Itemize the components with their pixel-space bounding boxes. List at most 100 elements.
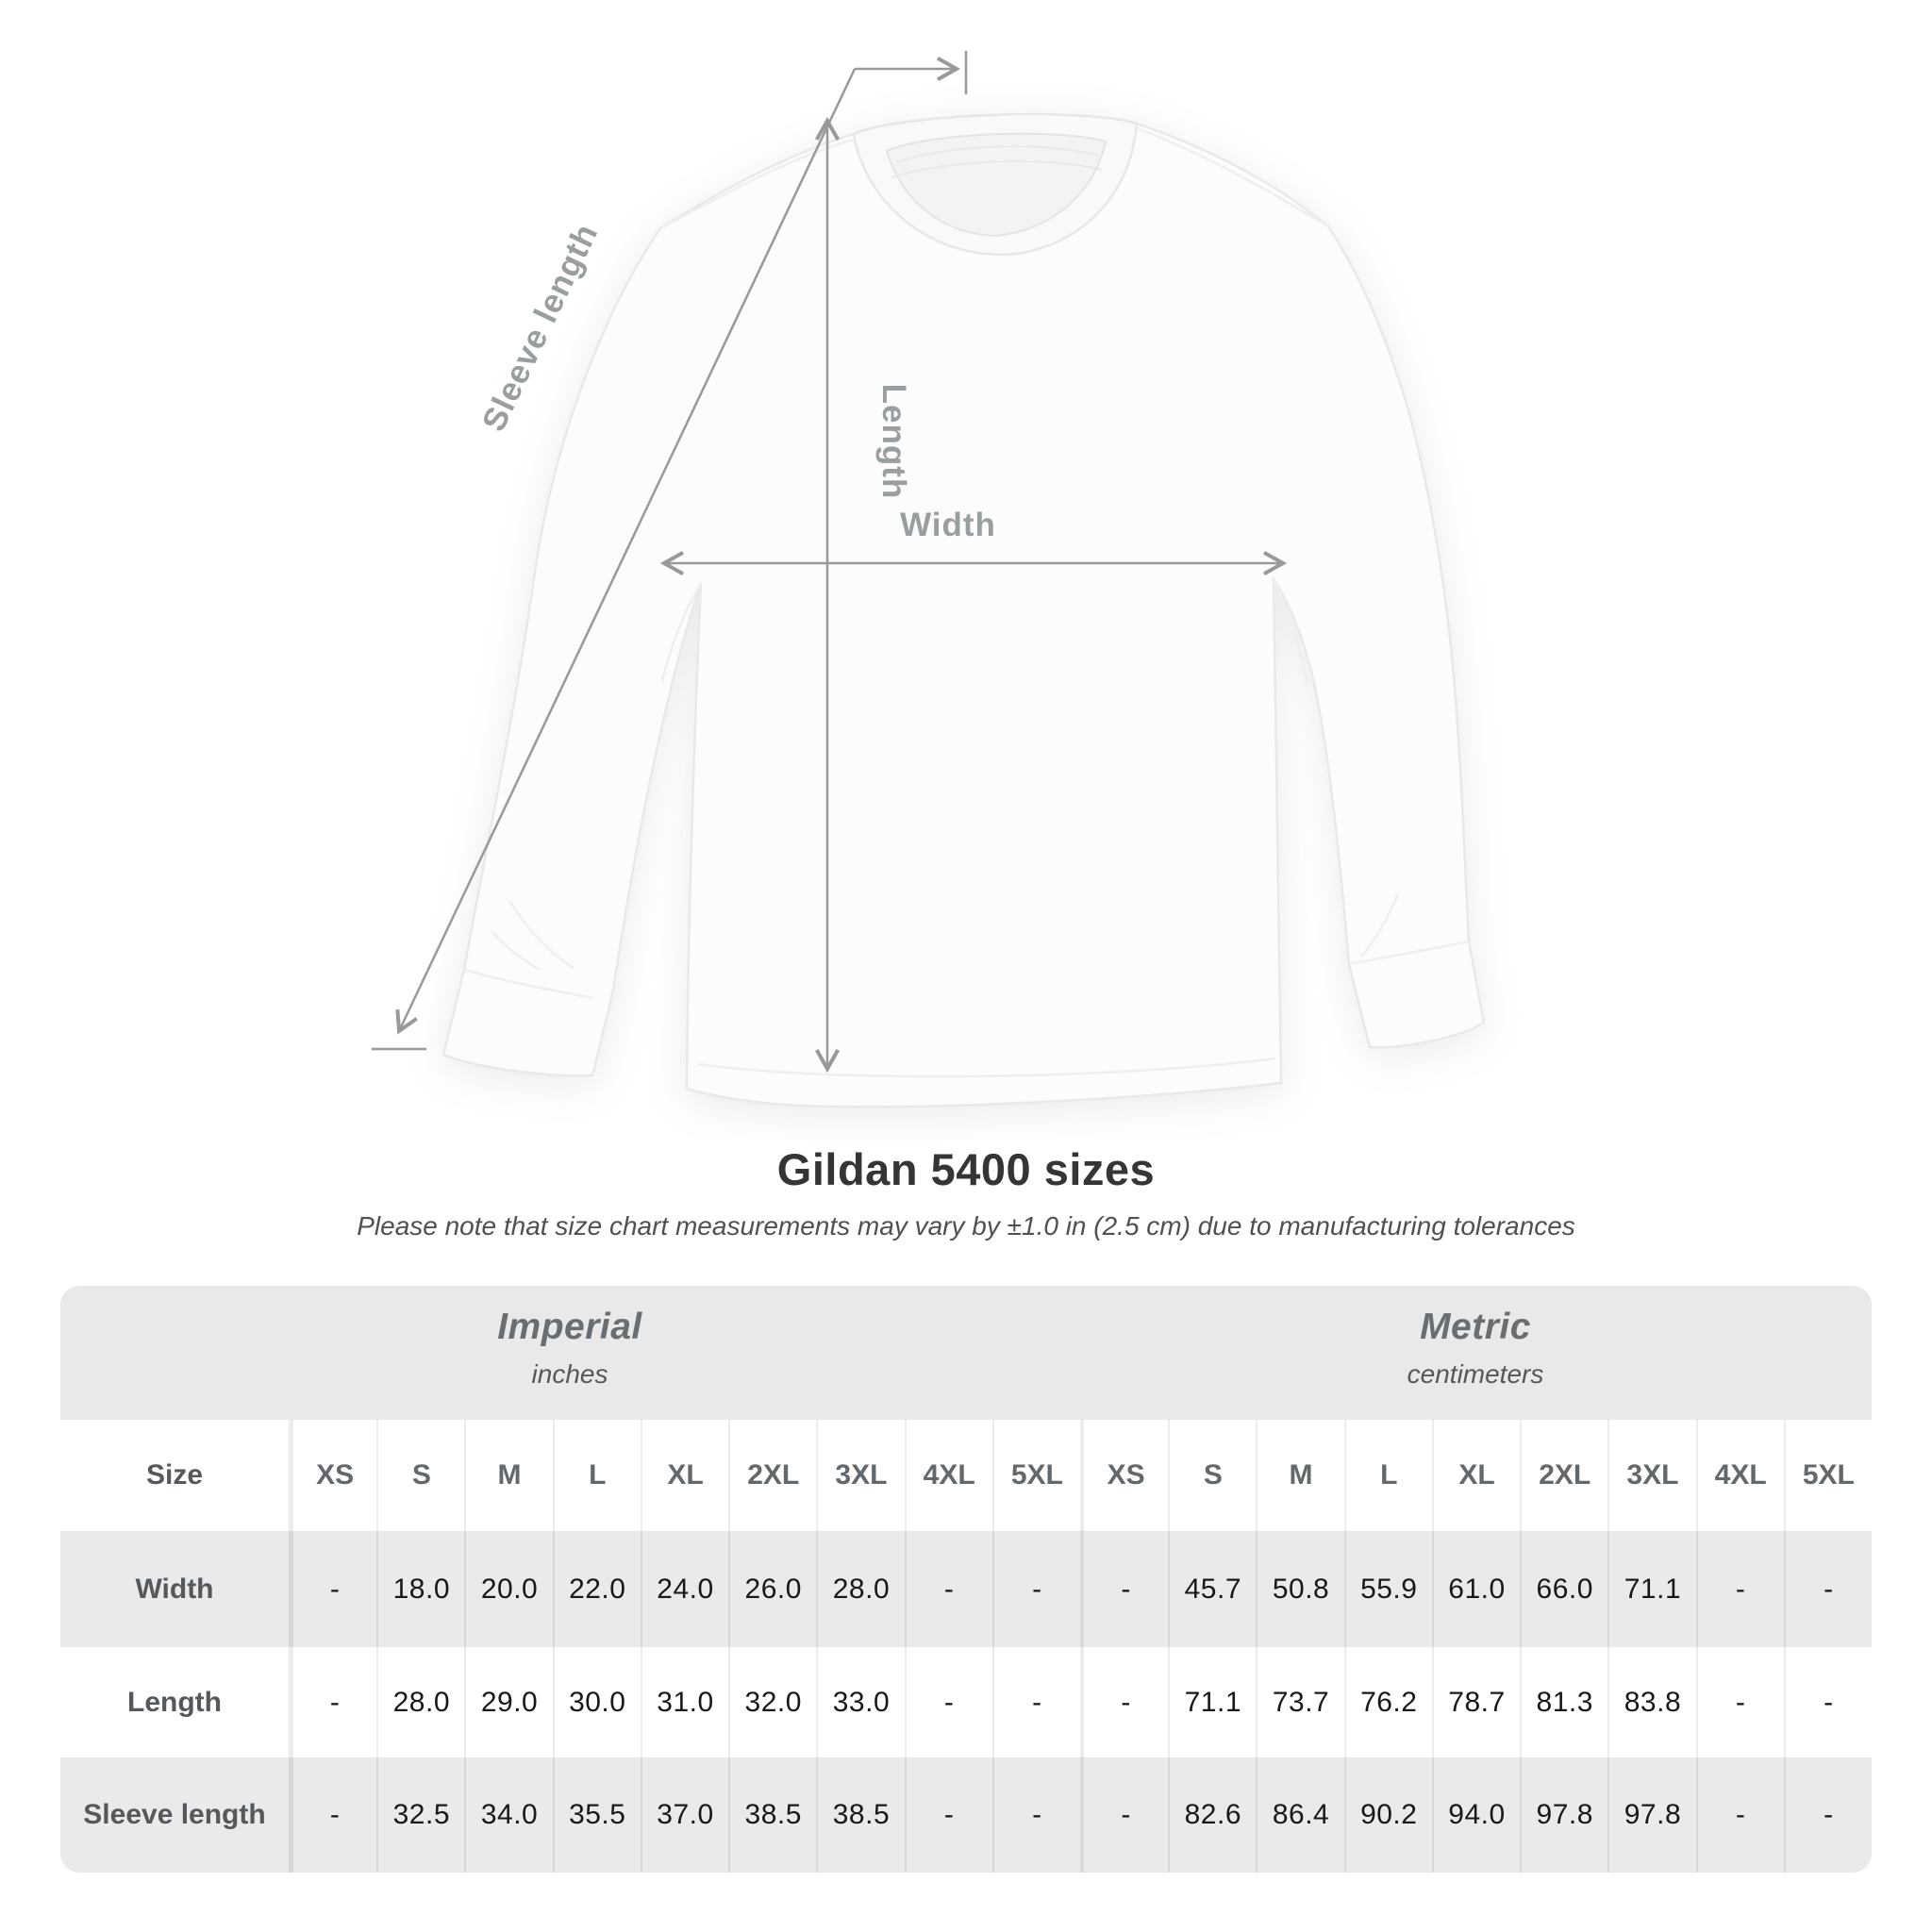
value-cell: 66.0 xyxy=(1520,1531,1607,1647)
value-cell: 28.0 xyxy=(376,1647,464,1757)
value-cell: 90.2 xyxy=(1343,1757,1432,1873)
tolerance-note: Please note that size chart measurements… xyxy=(357,1211,1575,1241)
size-header: 4XL xyxy=(1695,1420,1784,1531)
value-cell: 31.0 xyxy=(640,1647,728,1757)
value-cell: 38.5 xyxy=(816,1757,904,1873)
value-cell: - xyxy=(1783,1647,1872,1757)
size-header: S xyxy=(376,1420,464,1531)
row-label: Length xyxy=(127,1686,222,1718)
value-cell: - xyxy=(1783,1531,1872,1647)
shirt-silhouette xyxy=(441,112,1486,1108)
size-header-row: Size XS S M L XL 2XL 3XL 4XL 5XL XS S M … xyxy=(60,1420,1872,1531)
value-cell: 50.8 xyxy=(1256,1531,1343,1647)
size-header: L xyxy=(1343,1420,1432,1531)
value-cell: - xyxy=(1079,1531,1168,1647)
imperial-group-header: Imperial inches xyxy=(60,1286,1079,1420)
value-cell: 76.2 xyxy=(1343,1647,1432,1757)
value-cell: 61.0 xyxy=(1431,1531,1520,1647)
size-header: M xyxy=(464,1420,552,1531)
value-cell: - xyxy=(1079,1647,1168,1757)
value-cell: - xyxy=(991,1531,1080,1647)
shirt-collar xyxy=(852,112,1139,257)
size-header: XS xyxy=(289,1420,376,1531)
page-title: Gildan 5400 sizes xyxy=(776,1144,1156,1194)
imperial-group-unit: inches xyxy=(531,1359,608,1389)
size-header: 5XL xyxy=(1783,1420,1872,1531)
shirt-diagram: Sleeve length Length Width xyxy=(372,51,1486,1108)
value-cell: 78.7 xyxy=(1431,1647,1520,1757)
size-header: 5XL xyxy=(991,1420,1080,1531)
value-cell: 32.0 xyxy=(728,1647,816,1757)
size-header: S xyxy=(1168,1420,1256,1531)
size-header: XL xyxy=(640,1420,728,1531)
length-label: Length xyxy=(875,384,912,500)
value-cell: 45.7 xyxy=(1168,1531,1256,1647)
value-cell: - xyxy=(991,1647,1080,1757)
value-cell: 55.9 xyxy=(1343,1531,1432,1647)
metric-group-name: Metric xyxy=(1420,1307,1531,1347)
size-header: 2XL xyxy=(728,1420,816,1531)
row-label: Width xyxy=(135,1573,214,1605)
size-header: L xyxy=(552,1420,641,1531)
value-cell: 81.3 xyxy=(1520,1647,1607,1757)
size-header: M xyxy=(1256,1420,1343,1531)
value-cell: - xyxy=(289,1647,376,1757)
unit-group-row: Imperial inches Metric centimeters xyxy=(60,1286,1872,1420)
value-cell: - xyxy=(904,1531,992,1647)
value-cell: 28.0 xyxy=(816,1531,904,1647)
sleeve-length-arrow xyxy=(372,51,968,1051)
size-header: 4XL xyxy=(904,1420,992,1531)
value-cell: 18.0 xyxy=(376,1531,464,1647)
value-cell: 73.7 xyxy=(1256,1647,1343,1757)
value-cell: - xyxy=(904,1647,992,1757)
value-cell: 82.6 xyxy=(1168,1757,1256,1873)
metric-group-unit: centimeters xyxy=(1407,1359,1544,1389)
table-row-sleeve-length: Sleeve length - 32.5 34.0 35.5 37.0 38.5… xyxy=(60,1757,1872,1873)
value-cell: 32.5 xyxy=(376,1757,464,1873)
value-cell: 33.0 xyxy=(816,1647,904,1757)
value-cell: 22.0 xyxy=(552,1531,641,1647)
value-cell: 71.1 xyxy=(1168,1647,1256,1757)
value-cell: 34.0 xyxy=(464,1757,552,1873)
value-cell: 35.5 xyxy=(552,1757,641,1873)
value-cell: - xyxy=(1783,1757,1872,1873)
row-label: Sleeve length xyxy=(83,1799,266,1830)
metric-group-header: Metric centimeters xyxy=(1079,1286,1872,1420)
value-cell: 20.0 xyxy=(464,1531,552,1647)
value-cell: 97.8 xyxy=(1520,1757,1607,1873)
value-cell: - xyxy=(1695,1757,1784,1873)
value-cell: 26.0 xyxy=(728,1531,816,1647)
size-header: XS xyxy=(1079,1420,1168,1531)
value-cell: 24.0 xyxy=(640,1531,728,1647)
shirt-seams xyxy=(463,126,1470,1078)
value-cell: 94.0 xyxy=(1431,1757,1520,1873)
imperial-group-name: Imperial xyxy=(497,1307,642,1347)
value-cell: - xyxy=(289,1531,376,1647)
value-cell: 37.0 xyxy=(640,1757,728,1873)
size-header: 3XL xyxy=(1607,1420,1695,1531)
value-cell: 29.0 xyxy=(464,1647,552,1757)
measurement-arrows xyxy=(372,51,1288,1074)
value-cell: - xyxy=(1079,1757,1168,1873)
table-row-length: Length - 28.0 29.0 30.0 31.0 32.0 33.0 -… xyxy=(60,1647,1872,1757)
value-cell: - xyxy=(1695,1531,1784,1647)
size-header: 2XL xyxy=(1520,1420,1607,1531)
value-cell: 97.8 xyxy=(1607,1757,1695,1873)
value-cell: - xyxy=(904,1757,992,1873)
value-cell: 38.5 xyxy=(728,1757,816,1873)
value-cell: 83.8 xyxy=(1607,1647,1695,1757)
size-chart-table: Imperial inches Metric centimeters Size … xyxy=(60,1286,1872,1873)
value-cell: 86.4 xyxy=(1256,1757,1343,1873)
size-header: 3XL xyxy=(816,1420,904,1531)
shirt-illustration xyxy=(441,112,1486,1108)
size-column-header: Size xyxy=(145,1459,204,1491)
value-cell: - xyxy=(991,1757,1080,1873)
value-cell: - xyxy=(289,1757,376,1873)
size-header: XL xyxy=(1431,1420,1520,1531)
value-cell: 71.1 xyxy=(1607,1531,1695,1647)
value-cell: - xyxy=(1695,1647,1784,1757)
table-row-width: Width - 18.0 20.0 22.0 24.0 26.0 28.0 - … xyxy=(60,1531,1872,1647)
value-cell: 30.0 xyxy=(552,1647,641,1757)
width-label: Width xyxy=(900,507,996,543)
